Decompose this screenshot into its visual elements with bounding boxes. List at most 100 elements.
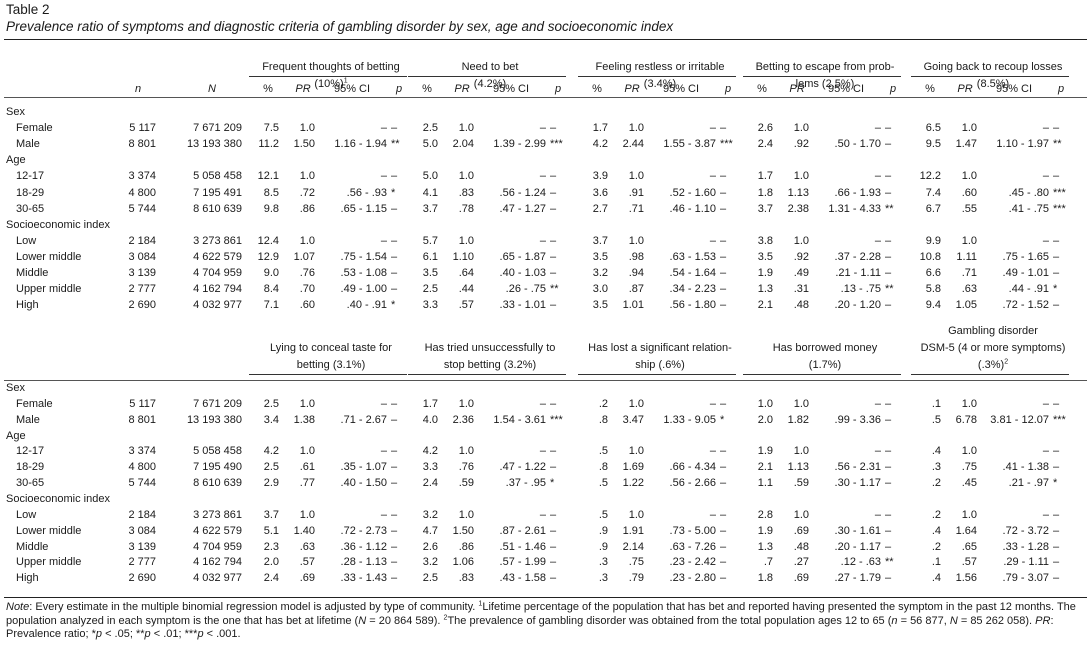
cell-p: * [1053,477,1058,490]
cell-p: ** [391,138,400,151]
panel-2-header-rule [4,380,1087,381]
cell-pr: .92 [793,138,809,151]
cell-ci: .21 - .97 [1008,477,1049,490]
cell-pct: 2.1 [757,299,773,312]
cell-pr: .83 [458,572,474,585]
cell-n: 3 374 [128,170,156,183]
cell-p: – [550,524,557,537]
cell-p: – [720,572,727,585]
cell-pct: 3.2 [422,556,438,569]
cell-ci: .56 - 2.31 [834,461,881,474]
cell-p: – [550,461,557,474]
cell-p: – [885,234,892,247]
cell-pct: .9 [598,524,608,537]
cell-pct: 2.4 [422,477,438,490]
cell-p: – [720,186,727,199]
cell-n: 4 800 [128,461,156,474]
cell-ci: .41 - 1.38 [1002,461,1049,474]
cell-pr: 1.0 [458,397,474,410]
cell-ci: .72 - 3.72 [1002,524,1049,537]
cell-p: – [550,540,557,553]
cell-pr: 1.69 [622,461,644,474]
cell-pr: 1.38 [293,413,315,426]
row-label: 18-29 [16,461,45,474]
cell-ci: .79 - 3.07 [1002,572,1049,585]
cell-pr: .76 [458,461,474,474]
cell-ci: – [539,170,546,183]
cell-pr: 1.64 [955,524,977,537]
cell-n: 5 117 [129,397,156,410]
cell-ci: .52 - 1.60 [669,186,716,199]
table-row: 18-29 4 800 7 195 491 8.5 .72 .56 - .93 * 4.1 .8… [0,185,1091,201]
table-row: Low 2 184 3 273 861 12.4 1.0– –5.7 1.0– –3.7 1.0… [0,233,1091,249]
cell-p: – [885,524,892,537]
row-label: Low [16,234,37,247]
cell-pr: .59 [793,477,809,490]
row-label: 12-17 [16,445,45,458]
row-label: Middle [16,267,49,279]
row-label: High [16,299,39,312]
cell-ci: – [874,445,881,458]
cell-pr: .48 [793,540,809,553]
cell-pct: 2.3 [263,540,279,553]
cell-n: 2 777 [128,283,156,296]
cell-ci: .13 - .75 [840,283,881,296]
cell-pr: 1.0 [793,170,809,183]
section-label: Age [6,429,26,442]
row-label: High [16,572,39,585]
note-text: = 85 262 058). [957,614,1036,627]
note-symbol: PR [1035,614,1051,627]
cell-p: – [720,397,727,410]
cell-ci: .72 - 2.73 [340,524,387,537]
table-row: 18-29 4 800 7 195 490 2.5.61.35 - 1.07–3.3.… [0,459,1091,475]
cell-pct: 12.1 [257,170,279,183]
col-header-p: p [1057,83,1065,95]
row-label: 30-65 [16,477,45,490]
section-label: Socioeconomic index [6,492,110,505]
cell-pct: .2 [598,397,608,410]
cell-n: 2 690 [128,299,156,312]
cell-p: – [550,122,557,135]
cell-ci: .51 - 1.46 [499,540,546,553]
cell-pr: .86 [299,202,315,215]
bottom-rule [4,597,1087,598]
row-label: Low [16,508,37,521]
cell-pct: 3.7 [592,234,608,247]
group-underline [911,76,1069,77]
group-header: Feeling restless or irritable (3.4%) [572,59,748,93]
cell-pct: 4.2 [263,445,279,458]
cell-pct: 3.3 [422,299,438,312]
cell-ci: – [1042,397,1049,410]
group-header-line: ship (.6%) [572,357,748,374]
cell-p: – [720,283,727,296]
cell-pct: .5 [598,445,608,458]
cell-pct: 2.5 [422,283,438,296]
cell-pct: 3.6 [592,186,608,199]
section-label: Sex [6,382,25,394]
cell-pct: .1 [931,556,941,569]
cell-ci: .47 - 1.22 [499,461,546,474]
cell-ci: .30 - 1.17 [834,477,881,490]
cell-ci: .30 - 1.61 [834,524,881,537]
col-header-pct: % [925,83,935,95]
cell-p: – [550,299,557,312]
cell-pct: .8 [598,413,608,426]
cell-pct: 2.1 [757,461,773,474]
cell-pr: 1.0 [299,445,315,458]
cell-pct: 4.2 [592,138,608,151]
cell-pct: 7.4 [925,186,941,199]
cell-pr: 1.0 [458,122,474,135]
cell-p: – [391,524,398,537]
cell-ci: – [380,122,387,135]
cell-p: – [720,556,727,569]
note-text: : Prevalence ratio; * [6,614,1054,641]
cell-pr: 1.0 [793,508,809,521]
cell-N: 3 273 861 [193,508,242,521]
cell-pct: 1.0 [757,397,773,410]
cell-p: – [720,234,727,247]
cell-ci: .73 - 5.00 [669,524,716,537]
cell-N: 4 162 794 [193,283,242,296]
table-row: Upper middle 2 777 4 162 794 2.0 .57 .28 - 1.… [0,554,1091,570]
cell-p: – [550,202,557,215]
cell-pr: 1.0 [458,170,474,183]
